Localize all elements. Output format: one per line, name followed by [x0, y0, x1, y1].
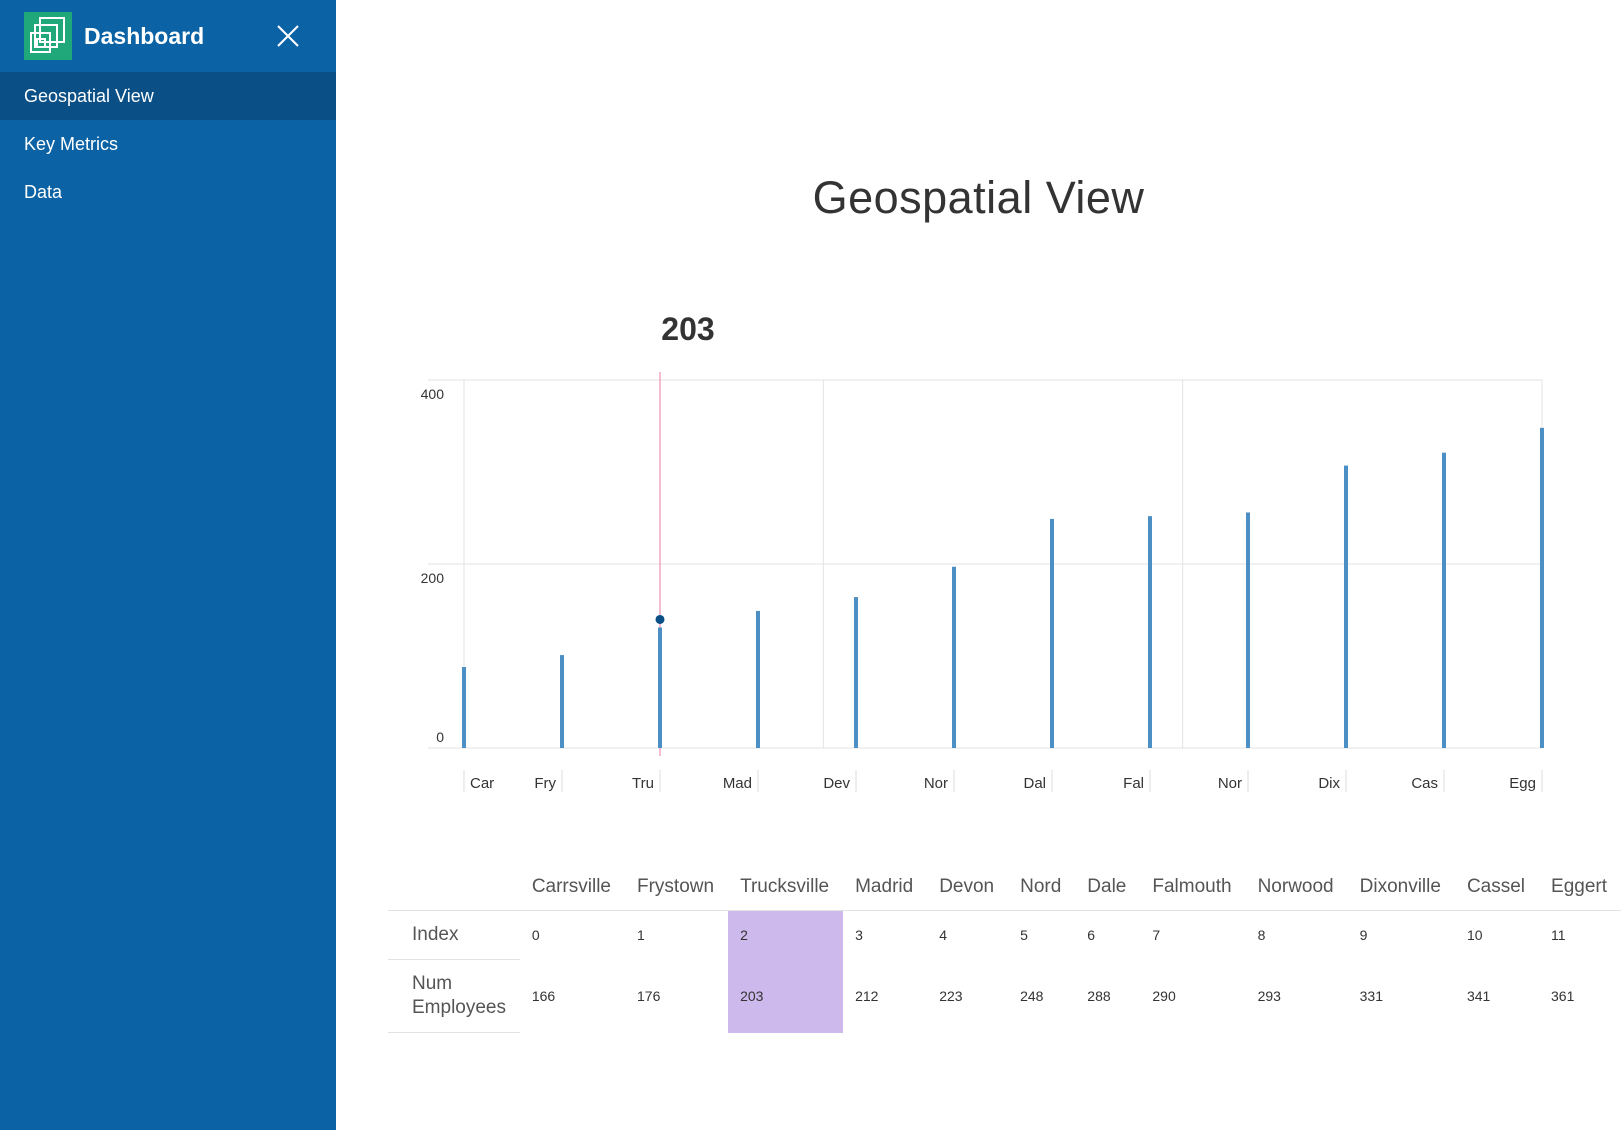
table-cell: 223	[939, 988, 963, 1004]
table-cell: 176	[637, 988, 661, 1004]
y-tick-label: 400	[421, 386, 445, 402]
table-cell: 3	[855, 927, 863, 944]
table-cell: 8	[1257, 927, 1266, 944]
x-tick-label: Dal	[1023, 775, 1046, 792]
table-column-header: Madrid	[843, 868, 928, 911]
table-cell: 341	[1466, 988, 1491, 1004]
table-column-header: Nord	[1008, 868, 1076, 911]
bar	[756, 610, 760, 748]
bar	[1246, 512, 1250, 748]
sidebar: Dashboard Geospatial View Key Metrics Da…	[0, 0, 336, 1130]
table-cell: 6	[1087, 927, 1096, 944]
table-cell: 11	[1551, 927, 1566, 944]
x-tick-label: Dix	[1318, 775, 1340, 792]
table-column-header: Dale	[1075, 868, 1141, 911]
table-cell: 2	[728, 910, 844, 960]
table-cell: 288	[1087, 988, 1111, 1004]
bar	[854, 597, 858, 748]
table-column-header: Cassel	[1454, 868, 1540, 911]
x-tick-label: Tru	[632, 775, 654, 792]
table-cell: 5	[1020, 927, 1028, 944]
table-row-header: Num Employees	[388, 959, 520, 1033]
table-row: Num Employees 166 176 203 212 223 248 288 290 293…	[388, 959, 1621, 1033]
sidebar-item-label: Key Metrics	[24, 134, 119, 154]
bar	[658, 627, 662, 748]
x-tick-label: Cas	[1411, 775, 1438, 792]
bar	[1540, 427, 1544, 748]
table-cell: 290	[1152, 988, 1176, 1004]
y-tick-label: 200	[421, 570, 445, 586]
table-cell: 7	[1152, 927, 1161, 944]
bar	[1442, 452, 1446, 748]
x-tick-label: Nor	[924, 775, 948, 792]
table-column-header: Dixonville	[1347, 868, 1455, 911]
table-cell: 4	[939, 927, 947, 944]
table-row-header: Index	[388, 910, 520, 960]
bar	[560, 655, 564, 748]
bar	[1148, 516, 1152, 748]
x-tick-label: Fal	[1123, 775, 1144, 792]
table-cell: 361	[1551, 988, 1575, 1004]
chart-svg[interactable]: 0 200 400 203 Car Fry Tru Mad Dev Nor Dal Fal Nor Dix…	[400, 300, 1580, 810]
x-tick-label: Mad	[723, 775, 752, 792]
bar	[1344, 465, 1348, 748]
table-cell: 248	[1020, 988, 1044, 1004]
table-cell: 1	[637, 927, 645, 944]
bar-chart[interactable]: 0 200 400 203 Car Fry Tru Mad Dev Nor Dal Fal Nor Dix…	[400, 300, 1580, 810]
table-column-header: Trucksville	[728, 868, 844, 911]
sidebar-item-geospatial-view[interactable]: Geospatial View	[0, 72, 336, 120]
table-cell: 166	[531, 988, 556, 1004]
x-tick-label: Nor	[1218, 775, 1242, 792]
table-cell: 203	[728, 959, 844, 1033]
hover-value-label: 203	[661, 311, 714, 347]
table-cell: 331	[1359, 988, 1383, 1004]
table-column-header: Devon	[927, 868, 1009, 911]
table-cell: 10	[1466, 927, 1483, 944]
table-row: Index 0 1 2 3 4 5 6 7 8 9 10 11	[388, 910, 1621, 960]
table-cell: 212	[855, 988, 879, 1004]
table-header-row: Carrsville Frystown Trucksville Madrid Devon…	[388, 868, 1621, 911]
table-column-header: Frystown	[625, 868, 729, 911]
data-table: Carrsville Frystown Trucksville Madrid Devon…	[388, 868, 1621, 1033]
sidebar-item-data[interactable]: Data	[0, 168, 336, 216]
sidebar-item-label: Geospatial View	[24, 86, 154, 106]
table-column-header: Falmouth	[1140, 868, 1246, 911]
table-column-header: Carrsville	[519, 868, 625, 911]
table-column-header: Eggert	[1539, 868, 1621, 911]
sidebar-item-key-metrics[interactable]: Key Metrics	[0, 120, 336, 168]
table-cell: 293	[1257, 988, 1281, 1004]
sidebar-header: Dashboard	[0, 0, 336, 72]
app-logo-icon	[24, 12, 72, 60]
bar	[1050, 518, 1054, 748]
x-tick-label: Dev	[823, 775, 850, 792]
x-tick-label: Car	[470, 775, 494, 792]
table-cell: 9	[1359, 927, 1368, 944]
x-tick-label: Egg	[1509, 775, 1536, 792]
y-tick-label: 0	[436, 729, 444, 745]
table-corner	[388, 868, 520, 911]
bar	[462, 667, 466, 748]
table-cell: 0	[531, 927, 540, 944]
bar	[952, 566, 956, 748]
sidebar-item-label: Data	[24, 182, 63, 202]
close-icon[interactable]	[272, 20, 304, 52]
app-title: Dashboard	[84, 23, 205, 49]
x-tick-label: Fry	[534, 775, 556, 792]
hover-point	[655, 614, 665, 624]
table-column-header: Norwood	[1245, 868, 1348, 911]
page-title: Geospatial View	[812, 172, 1145, 223]
